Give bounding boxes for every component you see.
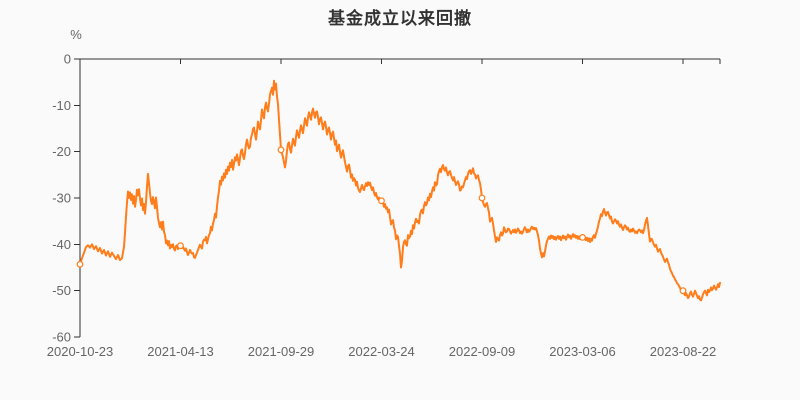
x-axis-labels: 2020-10-23 2021-04-13 2021-09-29 2022-03-24… [47, 344, 717, 359]
chart-title: 基金成立以来回撤 [328, 9, 472, 28]
axis-lines [74, 58, 721, 338]
x-tick-label: 2020-10-23 [47, 344, 114, 359]
date-marker [378, 197, 385, 205]
date-marker [579, 233, 586, 241]
y-tick-label: -30 [52, 191, 71, 206]
series-date-markers [76, 146, 687, 295]
y-tick-label: -20 [52, 144, 71, 159]
y-tick-label: -60 [52, 330, 71, 345]
date-marker [679, 287, 687, 295]
axes [74, 58, 721, 338]
date-marker [478, 194, 486, 202]
drawdown-series [79, 79, 721, 302]
date-marker [277, 146, 285, 154]
date-marker [76, 260, 84, 268]
y-axis-labels: 0 -10 -20 -30 -40 -50 -60 [52, 52, 71, 345]
x-tick-label: 2023-08-22 [650, 344, 717, 359]
y-tick-label: 0 [64, 52, 71, 67]
y-tick-label: -50 [52, 283, 71, 298]
x-tick-label: 2022-03-24 [348, 344, 415, 359]
date-marker [177, 242, 184, 250]
y-axis-unit-label: % [70, 27, 82, 42]
y-tick-label: -40 [52, 237, 71, 252]
x-tick-label: 2022-09-09 [449, 344, 516, 359]
y-tick-label: -10 [52, 98, 71, 113]
x-tick-label: 2021-09-29 [248, 344, 315, 359]
x-tick-label: 2023-03-06 [549, 344, 616, 359]
drawdown-line [79, 79, 721, 302]
x-tick-label: 2021-04-13 [147, 344, 214, 359]
